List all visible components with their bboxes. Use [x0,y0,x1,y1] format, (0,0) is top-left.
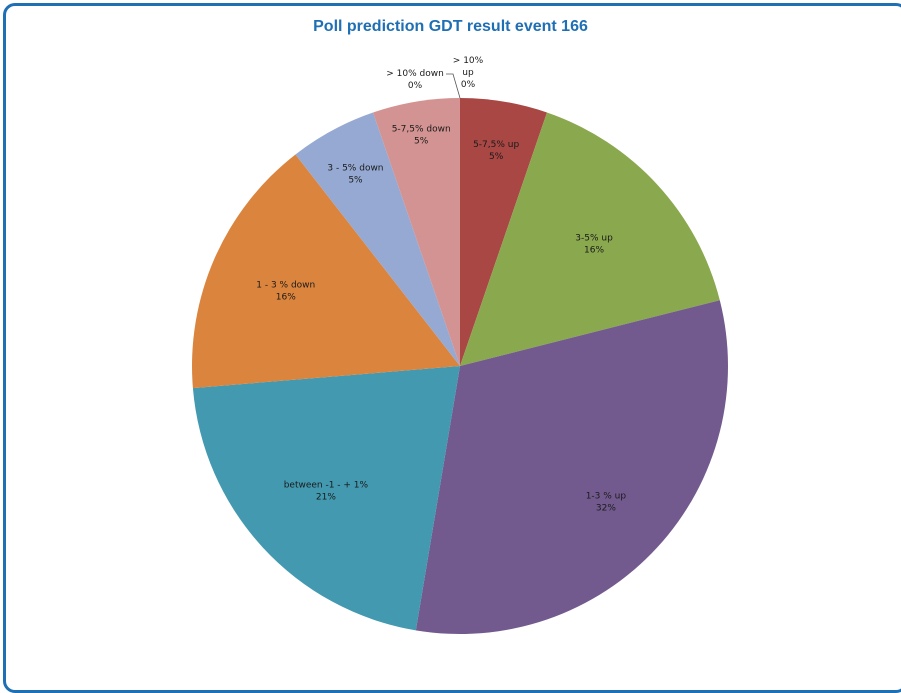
data-label-3-5-up: 3-5% up 16% [575,234,613,256]
data-label-5-7-5-down: 5-7,5% down 5% [392,124,451,146]
data-label-between-1-1: between -1 - + 1% 21% [284,480,369,502]
data-label-3-5-down: 3 - 5% down 5% [327,164,383,186]
slice-5-7-5-down [373,98,460,366]
slice-3-5-up [460,112,720,366]
data-label-1-3-down: 1 - 3 % down 16% [256,281,315,303]
slice-5-7-5-up [460,98,547,366]
data-label-1-3-up: 1-3 % up 32% [586,491,627,513]
data-label-10-up: > 10% up 0% [453,56,484,90]
data-label-10-down: > 10% down 0% [386,69,444,91]
slice-1-3-up [415,300,728,634]
chart-title: Poll prediction GDT result event 166 [313,18,588,35]
leader-line-zero-slices [446,73,461,99]
data-label-5-7-5-up: 5-7,5% up 5% [473,140,519,162]
slice-between-1-1 [192,366,461,631]
slice-3-5-down [295,112,460,366]
slice-1-3-down [191,154,460,389]
